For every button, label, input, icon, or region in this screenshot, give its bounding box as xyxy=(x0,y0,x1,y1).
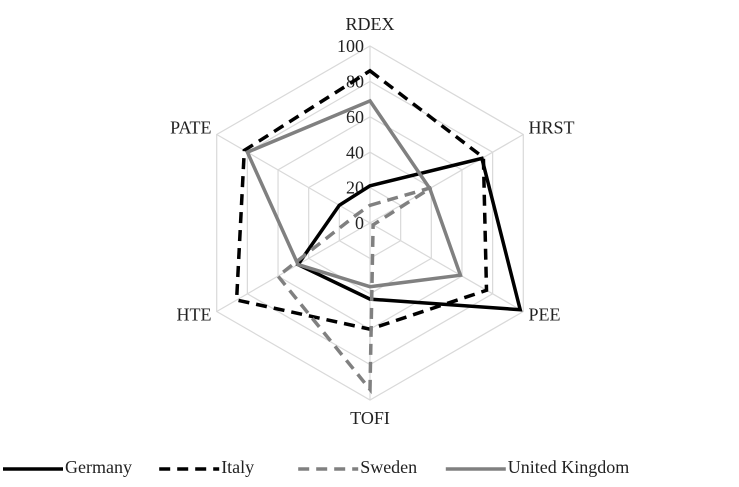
spoke xyxy=(216,222,371,313)
r-tick-label: 100 xyxy=(337,36,364,56)
axis-label: PEE xyxy=(528,305,560,325)
spoke xyxy=(216,133,371,224)
r-tick-label: 0 xyxy=(355,213,364,233)
spoke xyxy=(369,133,524,224)
legend-label: Sweden xyxy=(360,457,417,477)
spoke xyxy=(369,222,524,313)
legend-label: Italy xyxy=(221,457,254,477)
r-tick-label: 60 xyxy=(346,107,364,127)
r-tick-label: 40 xyxy=(346,142,364,162)
axis-label: HRST xyxy=(528,118,574,138)
axis-label: RDEX xyxy=(346,14,395,34)
legend-label: United Kingdom xyxy=(508,457,630,477)
legend-label: Germany xyxy=(65,457,132,477)
axis-label: TOFI xyxy=(350,408,390,428)
axis-label: HTE xyxy=(177,305,212,325)
series-line xyxy=(245,98,463,289)
axis-label: PATE xyxy=(170,118,211,138)
